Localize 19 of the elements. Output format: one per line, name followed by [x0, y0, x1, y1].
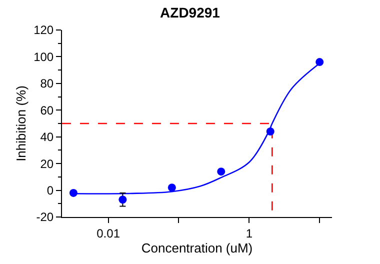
y-tick-label: 100: [34, 50, 54, 64]
x-axis-title: Concentration (uM): [141, 240, 253, 256]
y-tick-label: 80: [40, 76, 54, 91]
y-tick-label: 40: [40, 130, 54, 144]
y-axis-title: Inhibition (%): [14, 86, 29, 162]
point: [316, 58, 324, 66]
y-tick-label: -20: [36, 210, 54, 224]
point: [69, 188, 78, 197]
chart-title: AZD9291: [160, 4, 220, 21]
y-tick-label: 0: [46, 183, 54, 198]
point: [266, 128, 274, 136]
y-tick-label: 20: [40, 156, 54, 171]
point: [118, 196, 127, 204]
y-tick-label: 120: [34, 23, 54, 38]
point: [217, 168, 226, 176]
x-tick-label: 1: [246, 226, 253, 240]
point: [168, 184, 176, 192]
x-tick-label: 0.01: [96, 226, 120, 240]
y-tick-label: 60: [40, 103, 54, 118]
